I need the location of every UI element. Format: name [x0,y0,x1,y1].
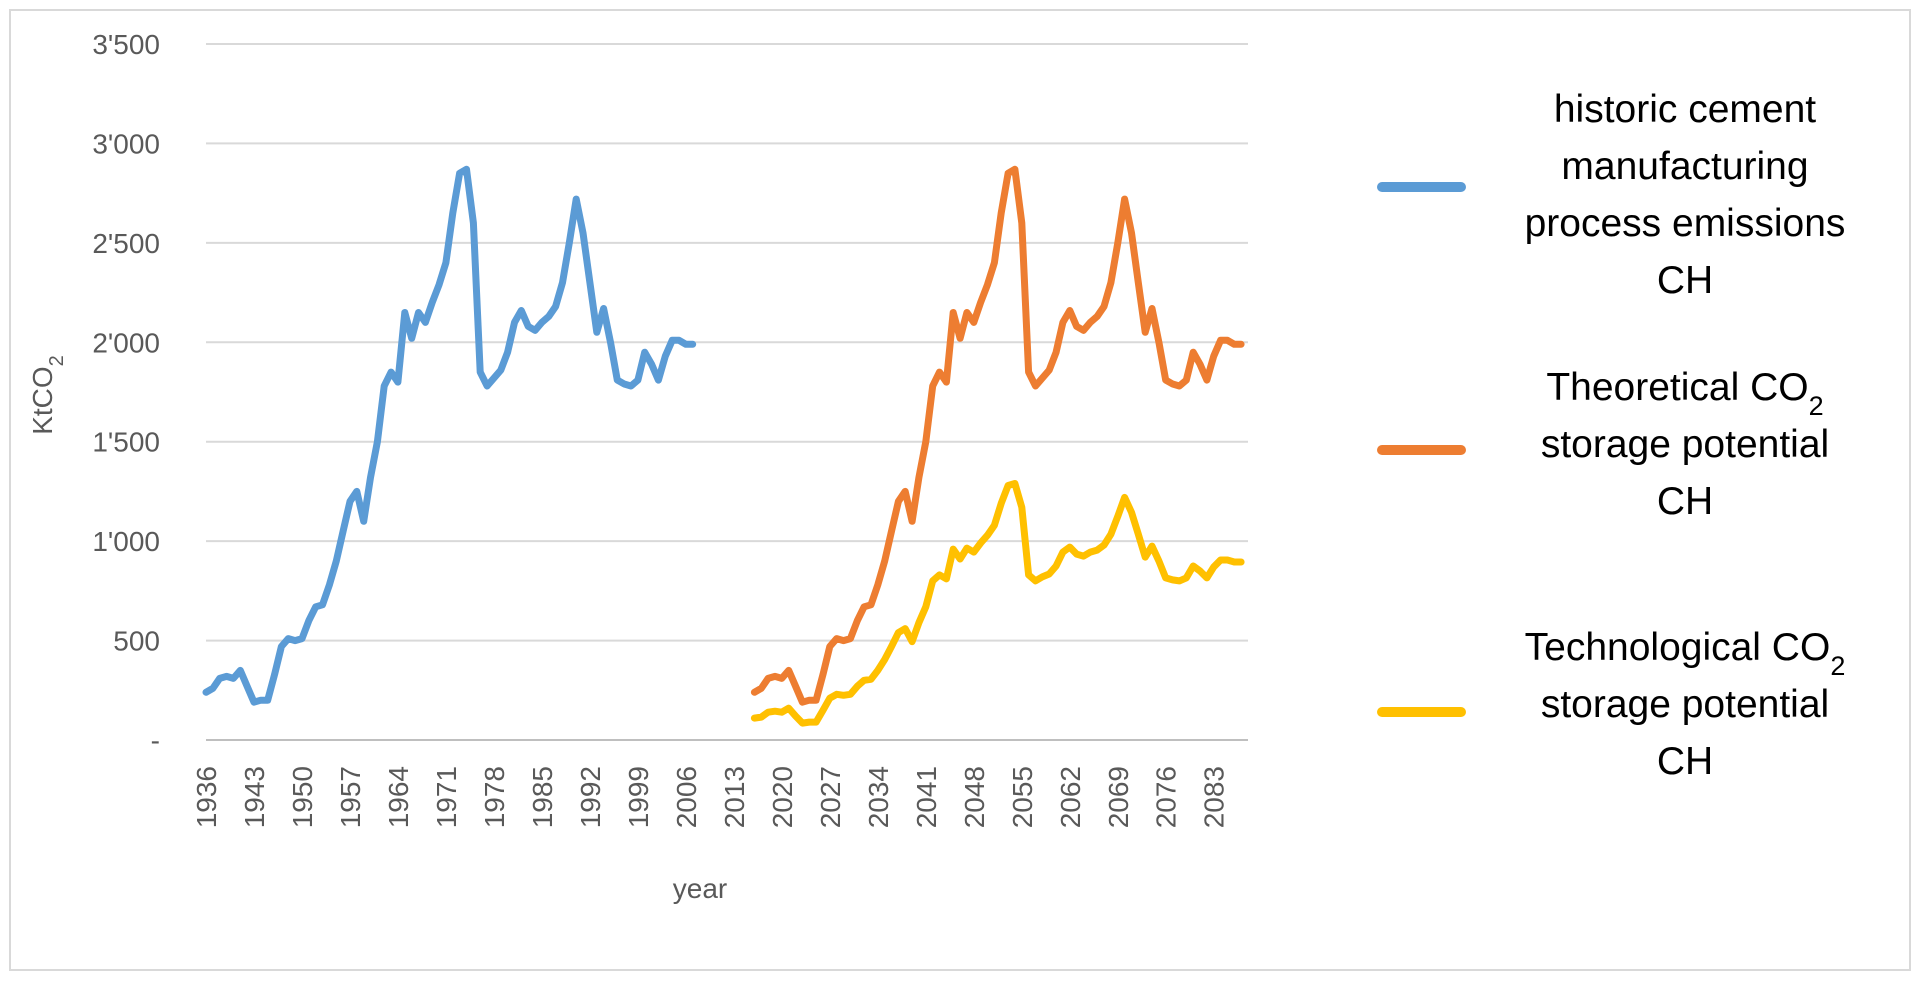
x-tick-label: 2013 [719,766,750,828]
y-tick-label: 1'500 [92,427,160,458]
x-tick-label: 1957 [335,766,366,828]
x-tick-label: 1950 [287,766,318,828]
legend: historic cement manufacturing process emis… [1377,88,1846,783]
y-tick-label: - [151,725,160,756]
legend-subscript: 2 [1830,651,1845,681]
x-tick-label: 2083 [1199,766,1230,828]
x-tick-label: 1985 [527,766,558,828]
x-tick-label: 1999 [623,766,654,828]
legend-label-2: storage potential [1541,423,1829,466]
series-line-2 [750,165,1245,706]
y-tick-label: 1'000 [92,526,160,557]
legend-subscript: 2 [1809,391,1824,421]
x-tick-label: 2034 [863,766,894,828]
x-tick-labels: 1936 1943 1950 1957 1964 1971 1978 1985 1992 1999… [191,766,1230,828]
legend-label-1: CH [1657,259,1713,302]
x-tick-label: 2062 [1055,766,1086,828]
x-tick-label: 2020 [767,766,798,828]
y-axis-title-subscript: 2 [46,355,68,366]
legend-label-1: historic cement [1554,88,1816,131]
x-tick-label: 2076 [1151,766,1182,828]
legend-label-1: manufacturing [1561,145,1808,188]
x-tick-label: 2041 [911,766,942,828]
x-tick-label: 1943 [239,766,270,828]
legend-label-3: storage potential [1541,683,1829,726]
x-tick-label: 2055 [1007,766,1038,828]
y-tick-label: 500 [113,626,160,657]
legend-label-1: process emissions [1525,202,1846,245]
x-tick-label: 2069 [1103,766,1134,828]
legend-label-2: Theoretical CO2 [1546,366,1823,421]
y-axis-title: KtCO2 [27,355,68,435]
x-tick-label: 1964 [383,766,414,828]
x-tick-label: 1971 [431,766,462,828]
y-tick-label: 3'000 [92,128,160,159]
y-tick-label: 3'500 [92,29,160,60]
y-tick-labels: - 500 1'000 1'500 2'000 2'500 3'000 3'500 [92,29,160,756]
x-tick-label: 2027 [815,766,846,828]
legend-label-3: CH [1657,740,1713,783]
legend-label-3: Technological CO2 [1525,626,1846,681]
x-axis-title: year [673,873,727,904]
x-tick-label: 2048 [959,766,990,828]
y-tick-label: 2'500 [92,228,160,259]
x-tick-label: 1978 [479,766,510,828]
series-line-1 [202,165,697,706]
chart-frame [9,9,1911,971]
gridlines [206,43,1248,741]
x-tick-label: 1936 [191,766,222,828]
legend-label-2: CH [1657,480,1713,523]
series-line-3 [750,480,1245,727]
series-lines [202,165,1245,727]
y-tick-label: 2'000 [92,327,160,358]
x-tick-label: 1992 [575,766,606,828]
x-tick-label: 2006 [671,766,702,828]
